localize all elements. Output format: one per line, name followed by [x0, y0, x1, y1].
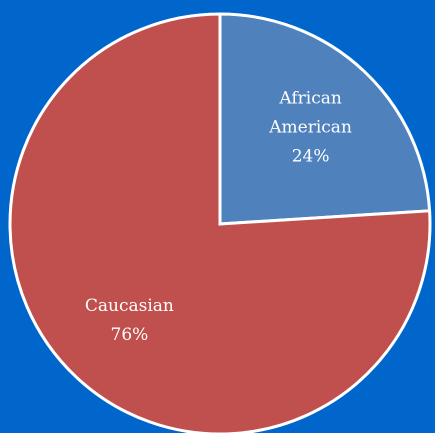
- pie-data-labels: African American 24% Caucasian 76%: [85, 88, 352, 344]
- pie-slice-0: [218, 12, 432, 226]
- slice-category-label: American: [268, 117, 352, 137]
- pie-slice-1: [8, 12, 432, 433]
- slice-category-label: African: [278, 88, 341, 108]
- slice-percent-label: 24%: [292, 146, 330, 166]
- pie-slices: [8, 12, 432, 433]
- slice-percent-label: 76%: [111, 324, 149, 344]
- slice-category-label: Caucasian: [85, 295, 174, 315]
- pie-data-label-1: Caucasian 76%: [85, 295, 174, 344]
- pie-data-label-0: African American 24%: [268, 88, 352, 166]
